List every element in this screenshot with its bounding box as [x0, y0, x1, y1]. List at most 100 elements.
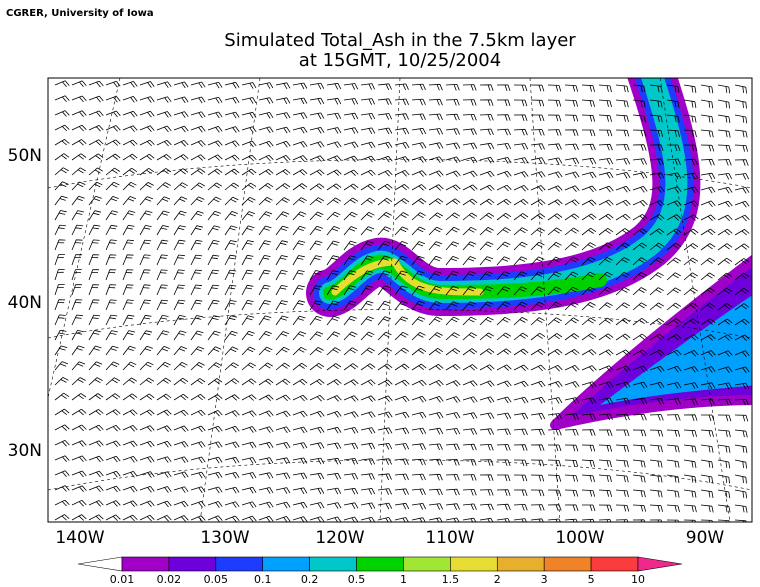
wind-barb — [292, 270, 305, 281]
wind-barb — [343, 98, 359, 105]
wind-barb — [717, 257, 733, 266]
wind-barb — [598, 397, 614, 405]
wind-barb — [513, 157, 529, 164]
wind-barb — [88, 299, 100, 311]
wind-barb — [275, 211, 290, 221]
wind-barb — [105, 514, 121, 521]
wind-barb — [54, 499, 70, 507]
wind-barb — [71, 314, 83, 326]
wind-barb — [173, 471, 189, 479]
wind-barb — [598, 242, 613, 251]
wind-barb — [105, 424, 121, 432]
wind-barb — [581, 413, 596, 421]
wind-barb — [717, 99, 730, 109]
wind-barb — [309, 169, 325, 176]
wind-barb — [649, 257, 664, 266]
wind-barb — [581, 84, 595, 92]
wind-barb — [462, 114, 477, 121]
wind-barb — [548, 444, 562, 452]
wind-barb — [156, 96, 172, 103]
wind-barb — [275, 426, 291, 434]
wind-barb — [71, 269, 82, 281]
wind-barb — [445, 503, 460, 510]
wind-barb — [615, 172, 631, 179]
wind-barb — [173, 284, 185, 296]
wind-barb — [428, 113, 443, 121]
wind-barb — [105, 125, 121, 132]
colorbar-swatch — [590, 556, 639, 572]
wind-barb — [275, 183, 291, 191]
wind-barb — [666, 287, 682, 296]
wind-barb — [394, 198, 410, 206]
wind-barb — [105, 153, 121, 161]
wind-barb — [105, 500, 121, 507]
wind-barb — [105, 196, 119, 206]
wind-barb — [258, 82, 274, 89]
wind-barb — [258, 331, 272, 341]
wind-barb — [411, 184, 427, 191]
wind-barb — [598, 519, 612, 522]
wind-barb — [156, 139, 172, 147]
wind-barb — [564, 317, 579, 326]
wind-barb — [343, 141, 359, 149]
wind-barb — [122, 471, 138, 478]
wind-barb — [224, 456, 240, 464]
wind-barb — [513, 332, 529, 341]
wind-barb — [479, 142, 495, 150]
wind-barb — [71, 239, 83, 251]
wind-barb — [615, 271, 630, 281]
wind-barb — [615, 333, 631, 341]
wind-barb — [309, 442, 325, 450]
wind-barb — [173, 330, 187, 341]
wind-barb — [224, 515, 240, 522]
wind-barb — [496, 114, 511, 121]
wind-barb — [275, 155, 291, 162]
wind-barb — [190, 239, 203, 251]
wind-barb — [343, 516, 359, 522]
wind-barb — [530, 271, 545, 281]
wind-barb — [207, 111, 223, 119]
wind-barb — [649, 200, 665, 207]
wind-barb — [207, 196, 222, 206]
wind-barb — [394, 226, 409, 236]
wind-barb — [666, 459, 680, 468]
wind-barb — [547, 474, 562, 482]
wind-barb — [360, 411, 376, 418]
wind-barb — [394, 363, 410, 371]
wind-barb — [411, 427, 427, 435]
wind-barb — [292, 169, 308, 176]
wind-barb — [224, 315, 238, 326]
wind-barb — [292, 331, 307, 341]
wind-barb — [496, 212, 512, 221]
wind-barb — [105, 181, 120, 191]
wind-barb — [88, 485, 104, 493]
wind-barb — [207, 486, 223, 494]
wind-barb — [479, 212, 495, 221]
wind-barb — [71, 284, 82, 296]
wind-barb — [411, 198, 427, 206]
wind-barb — [700, 129, 714, 138]
wind-barb — [479, 332, 495, 341]
wind-barb — [309, 285, 322, 296]
wind-barb — [513, 428, 528, 436]
wind-barb — [122, 96, 138, 103]
wind-barb — [292, 112, 308, 120]
wind-barb — [581, 286, 596, 296]
wind-barb — [156, 330, 170, 341]
wind-barb — [394, 517, 409, 522]
wind-barb — [139, 330, 153, 341]
wind-barb — [309, 472, 325, 480]
wind-barb — [428, 285, 442, 296]
wind-barb — [258, 346, 273, 356]
wind-barb — [326, 331, 341, 341]
wind-barb — [666, 414, 681, 421]
wind-barb — [139, 409, 155, 416]
wind-barb — [632, 381, 648, 389]
wind-barb — [326, 183, 342, 191]
wind-barb — [275, 240, 289, 251]
wind-barb — [309, 97, 325, 105]
wind-barb — [224, 410, 240, 417]
wind-barb — [479, 271, 493, 281]
wind-barb — [649, 414, 664, 421]
wind-barb — [71, 485, 87, 492]
